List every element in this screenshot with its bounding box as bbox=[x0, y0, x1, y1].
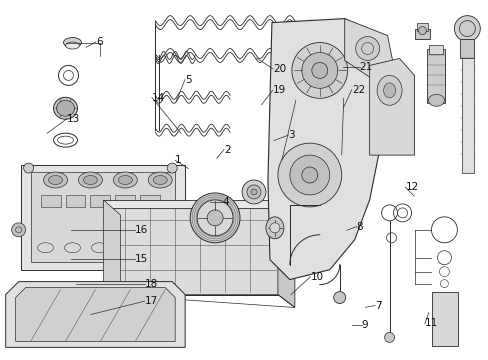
Text: 10: 10 bbox=[310, 272, 323, 282]
Text: 13: 13 bbox=[66, 114, 80, 124]
Bar bbox=[427, 49, 445, 103]
Text: 22: 22 bbox=[351, 85, 364, 95]
Text: 18: 18 bbox=[144, 279, 158, 289]
Bar bbox=[416, 23, 427, 31]
Circle shape bbox=[453, 15, 479, 41]
Bar bbox=[414, 28, 429, 39]
Circle shape bbox=[458, 21, 474, 37]
Text: 15: 15 bbox=[135, 254, 148, 264]
Circle shape bbox=[190, 193, 240, 243]
Ellipse shape bbox=[148, 172, 172, 188]
Text: 9: 9 bbox=[361, 320, 367, 330]
Ellipse shape bbox=[383, 83, 395, 98]
Ellipse shape bbox=[83, 176, 97, 184]
Text: 12: 12 bbox=[405, 182, 418, 192]
Ellipse shape bbox=[48, 176, 62, 184]
Text: 3: 3 bbox=[288, 130, 294, 140]
Text: 7: 7 bbox=[374, 301, 381, 311]
Text: 1: 1 bbox=[175, 155, 182, 165]
Circle shape bbox=[12, 223, 25, 237]
Polygon shape bbox=[267, 19, 387, 280]
Bar bbox=[459, 39, 473, 58]
Text: 19: 19 bbox=[272, 85, 285, 95]
Circle shape bbox=[355, 37, 379, 60]
Circle shape bbox=[250, 189, 256, 195]
Text: 14: 14 bbox=[152, 93, 165, 103]
Ellipse shape bbox=[43, 172, 67, 188]
Circle shape bbox=[207, 210, 223, 226]
Polygon shape bbox=[31, 172, 175, 262]
Circle shape bbox=[301, 167, 317, 183]
Bar bbox=[462, 58, 473, 173]
Circle shape bbox=[333, 292, 345, 303]
Circle shape bbox=[197, 200, 233, 236]
Circle shape bbox=[384, 332, 394, 342]
Ellipse shape bbox=[118, 176, 132, 184]
Bar bbox=[90, 195, 110, 207]
Text: 11: 11 bbox=[424, 319, 437, 328]
Text: 16: 16 bbox=[135, 225, 148, 235]
Circle shape bbox=[291, 42, 347, 98]
Text: 2: 2 bbox=[224, 144, 230, 154]
Text: 20: 20 bbox=[272, 64, 285, 74]
Ellipse shape bbox=[376, 75, 401, 105]
Bar bbox=[41, 195, 61, 207]
Text: 8: 8 bbox=[356, 222, 363, 231]
Text: 5: 5 bbox=[184, 75, 191, 85]
Polygon shape bbox=[16, 288, 175, 341]
Ellipse shape bbox=[63, 37, 81, 48]
Bar bbox=[115, 195, 135, 207]
Polygon shape bbox=[108, 205, 277, 294]
Circle shape bbox=[246, 185, 261, 199]
Text: 4: 4 bbox=[222, 197, 229, 207]
Text: 17: 17 bbox=[144, 296, 158, 306]
Bar bbox=[431, 292, 457, 346]
Bar bbox=[428, 45, 443, 54]
Circle shape bbox=[301, 53, 337, 88]
Circle shape bbox=[277, 143, 341, 207]
Polygon shape bbox=[20, 165, 185, 270]
Bar bbox=[140, 195, 160, 207]
Bar bbox=[65, 195, 85, 207]
Text: 21: 21 bbox=[359, 62, 372, 72]
Polygon shape bbox=[103, 200, 283, 208]
Ellipse shape bbox=[265, 217, 284, 239]
Polygon shape bbox=[6, 282, 185, 347]
Ellipse shape bbox=[53, 97, 77, 119]
Circle shape bbox=[418, 27, 426, 35]
Polygon shape bbox=[277, 205, 294, 307]
Polygon shape bbox=[369, 58, 414, 155]
Circle shape bbox=[311, 62, 327, 78]
Circle shape bbox=[167, 163, 177, 173]
Circle shape bbox=[23, 163, 34, 173]
Ellipse shape bbox=[113, 172, 137, 188]
Circle shape bbox=[289, 155, 329, 195]
Circle shape bbox=[269, 223, 279, 233]
Ellipse shape bbox=[153, 176, 167, 184]
Circle shape bbox=[242, 180, 265, 204]
Text: 6: 6 bbox=[96, 37, 102, 47]
Ellipse shape bbox=[57, 100, 74, 116]
Ellipse shape bbox=[65, 42, 80, 49]
Polygon shape bbox=[344, 19, 394, 80]
Ellipse shape bbox=[78, 172, 102, 188]
Ellipse shape bbox=[427, 94, 444, 106]
Polygon shape bbox=[103, 200, 120, 300]
